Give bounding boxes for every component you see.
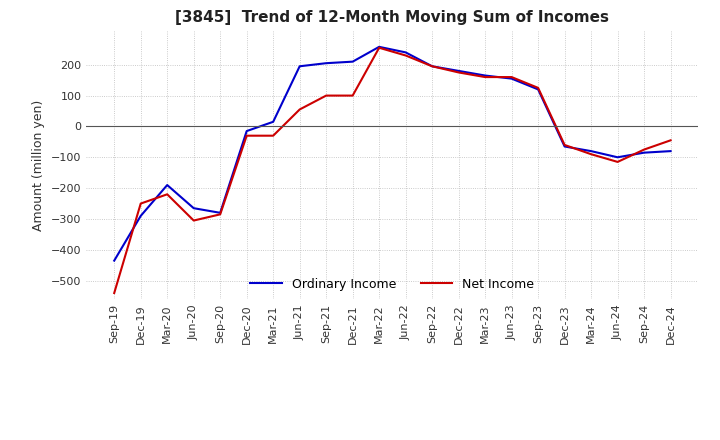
Net Income	[295, 107, 304, 112]
Net Income	[613, 159, 622, 165]
Ordinary Income	[560, 144, 569, 149]
Ordinary Income	[613, 154, 622, 160]
Net Income	[508, 74, 516, 80]
Net Income	[666, 138, 675, 143]
Net Income	[269, 133, 277, 138]
Net Income	[348, 93, 357, 98]
Ordinary Income	[587, 148, 595, 154]
Net Income	[401, 53, 410, 58]
Ordinary Income	[454, 68, 463, 73]
Ordinary Income	[481, 73, 490, 78]
Ordinary Income	[348, 59, 357, 64]
Net Income	[454, 70, 463, 75]
Title: [3845]  Trend of 12-Month Moving Sum of Incomes: [3845] Trend of 12-Month Moving Sum of I…	[176, 11, 609, 26]
Net Income	[322, 93, 330, 98]
Ordinary Income	[163, 183, 171, 188]
Net Income	[560, 142, 569, 147]
Line: Net Income: Net Income	[114, 48, 670, 293]
Net Income	[243, 133, 251, 138]
Ordinary Income	[428, 64, 436, 69]
Ordinary Income	[136, 213, 145, 219]
Ordinary Income	[508, 76, 516, 81]
Net Income	[375, 45, 384, 51]
Net Income	[481, 74, 490, 80]
Net Income	[189, 218, 198, 223]
Ordinary Income	[322, 61, 330, 66]
Ordinary Income	[640, 150, 649, 155]
Y-axis label: Amount (million yen): Amount (million yen)	[32, 99, 45, 231]
Net Income	[110, 290, 119, 296]
Ordinary Income	[243, 128, 251, 134]
Ordinary Income	[269, 119, 277, 125]
Legend: Ordinary Income, Net Income: Ordinary Income, Net Income	[246, 273, 539, 296]
Net Income	[534, 85, 542, 91]
Net Income	[163, 192, 171, 197]
Ordinary Income	[666, 148, 675, 154]
Net Income	[216, 212, 225, 217]
Ordinary Income	[534, 87, 542, 92]
Net Income	[640, 147, 649, 152]
Ordinary Income	[189, 205, 198, 211]
Net Income	[136, 201, 145, 206]
Line: Ordinary Income: Ordinary Income	[114, 47, 670, 260]
Ordinary Income	[295, 64, 304, 69]
Ordinary Income	[216, 210, 225, 216]
Net Income	[587, 151, 595, 157]
Net Income	[428, 64, 436, 69]
Ordinary Income	[401, 50, 410, 55]
Ordinary Income	[375, 44, 384, 49]
Ordinary Income	[110, 258, 119, 263]
